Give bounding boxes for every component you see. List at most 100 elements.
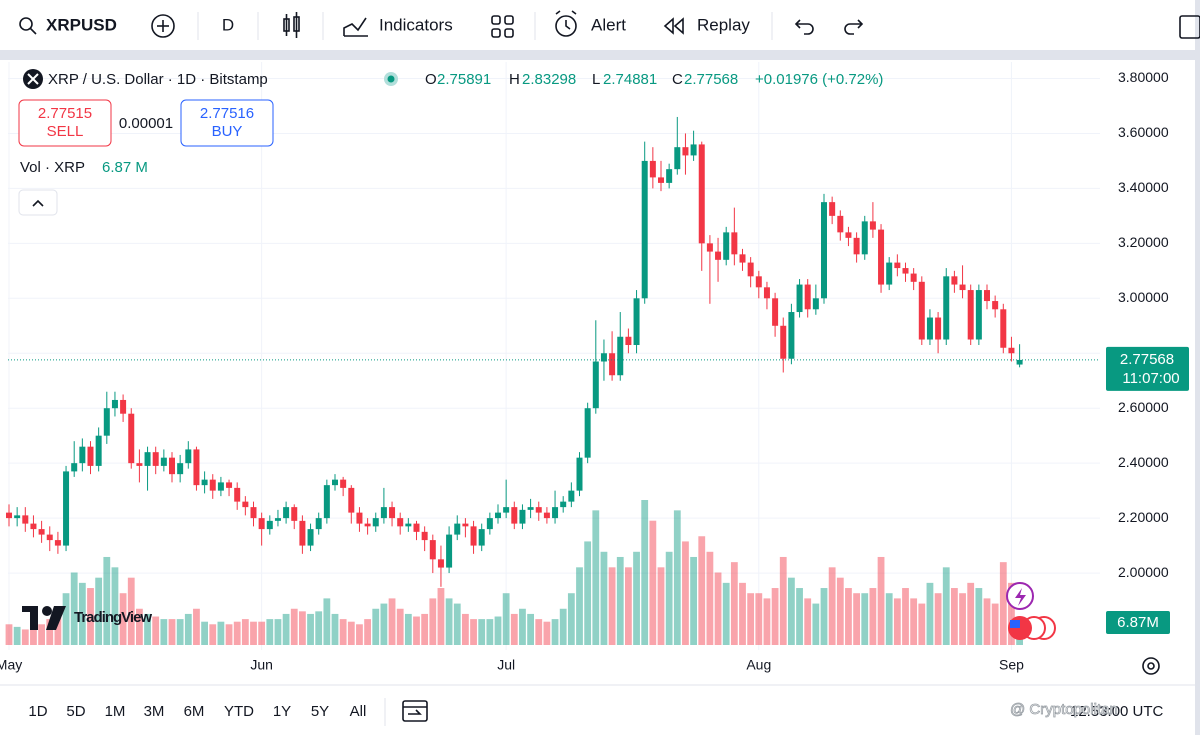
volume-bar: [543, 621, 551, 645]
volume-bar: [299, 611, 306, 645]
volume-bar: [30, 626, 37, 645]
volume-bar: [649, 520, 657, 645]
candle-body: [226, 482, 233, 488]
alert-icon[interactable]: [555, 10, 577, 37]
candle-body: [682, 147, 689, 156]
replay-button[interactable]: Replay: [697, 15, 750, 34]
event-icon-bolt: [1015, 588, 1026, 606]
candle-body: [136, 463, 143, 466]
candle-body: [71, 463, 78, 472]
volume-bar: [698, 536, 706, 645]
replay-icon[interactable]: [663, 17, 684, 35]
plot-background: [8, 62, 1100, 650]
candle-body: [217, 482, 224, 491]
sell-button[interactable]: [18, 99, 112, 147]
volume-bar: [910, 598, 918, 645]
range-bar: 1D 5D 1M 3M 6M YTD 1Y 5Y All: [28, 703, 366, 720]
volume-bar: [959, 593, 966, 645]
volume-bar: [861, 593, 869, 645]
last-price-label: 2.77568: [1120, 351, 1174, 368]
volume-bar: [828, 567, 836, 645]
volume-bar: [144, 613, 151, 645]
volume-bar: [812, 603, 820, 645]
candle-body: [234, 487, 241, 502]
candle-body: [992, 301, 999, 310]
volume-bar: [445, 598, 453, 645]
interval[interactable]: D: [222, 15, 234, 34]
volume-tag-label: 6.87M: [1117, 614, 1159, 631]
volume-bar: [462, 613, 469, 645]
volume-bar: [739, 582, 746, 645]
change-value: +0.01976 (+0.72%): [755, 71, 883, 88]
x-tick-label: Jul: [497, 657, 515, 673]
redo-icon[interactable]: [844, 19, 864, 35]
indicators-button[interactable]: Indicators: [379, 15, 453, 34]
candle-body: [22, 515, 29, 524]
candle-body: [405, 523, 412, 527]
range-button[interactable]: 5D: [66, 703, 85, 720]
search-icon[interactable]: [19, 17, 37, 35]
range-button[interactable]: 6M: [184, 703, 205, 720]
volume-bar: [845, 588, 852, 645]
volume-bar: [934, 593, 942, 645]
range-button[interactable]: 1D: [28, 703, 47, 720]
volume-bar: [869, 588, 877, 645]
range-button[interactable]: 1Y: [273, 703, 291, 720]
volume-bar: [95, 577, 103, 645]
range-button[interactable]: 5Y: [311, 703, 329, 720]
volume-bar: [62, 593, 70, 645]
candle-body: [46, 534, 53, 541]
candle-body: [128, 413, 135, 464]
volume-bar: [421, 613, 429, 645]
candle-body: [943, 276, 950, 340]
volume-bar: [111, 567, 119, 645]
separator: [1195, 0, 1200, 735]
layout-icon[interactable]: [491, 15, 514, 38]
volume-legend-value: 6.87 M: [102, 159, 148, 176]
range-button[interactable]: 3M: [144, 703, 165, 720]
candle-body: [144, 452, 151, 466]
ohlc-legend: O 2.75891 H 2.83298 L 2.74881 C 2.77568 …: [425, 71, 883, 88]
candle-body: [30, 523, 37, 530]
volume-bar: [78, 582, 86, 645]
candle-body: [315, 518, 322, 530]
legend-title: XRP / U.S. Dollar · 1D · Bitstamp: [48, 71, 268, 88]
volume-bar: [103, 556, 111, 645]
separator: [0, 50, 1200, 60]
range-button[interactable]: 1M: [105, 703, 126, 720]
low-label: L: [592, 71, 600, 88]
collapse-button[interactable]: [18, 189, 58, 216]
candle-body: [755, 276, 762, 288]
undo-icon[interactable]: [794, 19, 814, 35]
volume-bar: [315, 611, 323, 645]
panel-button[interactable]: [1179, 15, 1200, 39]
volume-bar: [209, 624, 217, 645]
chart-type-icon[interactable]: [283, 12, 300, 38]
alert-button[interactable]: Alert: [591, 15, 626, 34]
volume-bar: [714, 572, 722, 645]
volume-bar: [364, 619, 371, 645]
settings-icon[interactable]: [1142, 657, 1160, 675]
candle-body: [804, 284, 811, 310]
candle-body: [821, 202, 827, 299]
date-range-icon[interactable]: [402, 700, 428, 722]
candle-body: [413, 523, 420, 532]
volume-bar: [241, 619, 249, 645]
volume-bar: [38, 624, 45, 645]
range-button[interactable]: All: [350, 703, 367, 720]
y-tick-label: 3.20000: [1118, 234, 1169, 250]
volume-bar: [771, 588, 779, 645]
time-label: 12:53:00 UTC: [1070, 703, 1164, 720]
candle-body: [600, 353, 607, 362]
volume-bar: [673, 510, 681, 645]
range-button[interactable]: YTD: [224, 703, 254, 720]
add-symbol-icon[interactable]: [151, 14, 175, 38]
volume-bar: [127, 577, 135, 645]
indicators-icon[interactable]: [343, 17, 368, 37]
symbol[interactable]: XRPUSD: [46, 15, 117, 34]
candle-body: [552, 507, 559, 519]
x-tick-label: Aug: [746, 657, 771, 673]
volume-bar: [820, 588, 828, 645]
buy-button[interactable]: [180, 99, 274, 147]
candle-body: [788, 312, 795, 359]
